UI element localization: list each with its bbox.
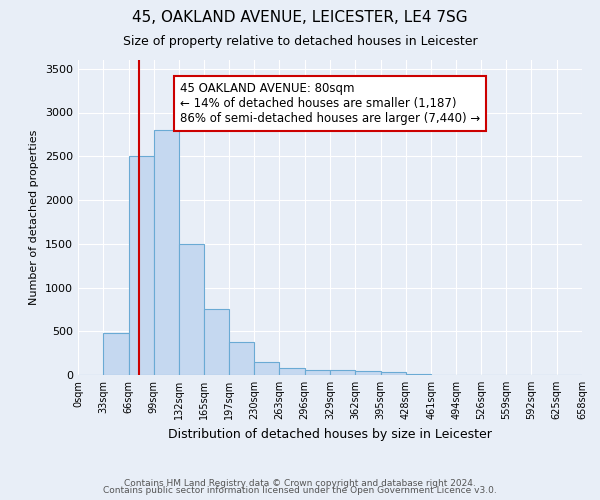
Text: Contains HM Land Registry data © Crown copyright and database right 2024.: Contains HM Land Registry data © Crown c…: [124, 478, 476, 488]
Bar: [330, 370, 355, 375]
Bar: [154, 130, 179, 375]
X-axis label: Distribution of detached houses by size in Leicester: Distribution of detached houses by size …: [168, 428, 492, 440]
Y-axis label: Number of detached properties: Number of detached properties: [29, 130, 40, 305]
Bar: [280, 368, 305, 375]
Bar: [103, 333, 128, 375]
Text: 45, OAKLAND AVENUE, LEICESTER, LE4 7SG: 45, OAKLAND AVENUE, LEICESTER, LE4 7SG: [132, 10, 468, 25]
Bar: [229, 342, 254, 375]
Bar: [406, 374, 431, 375]
Bar: [305, 370, 330, 375]
Bar: [128, 156, 154, 375]
Text: 45 OAKLAND AVENUE: 80sqm
← 14% of detached houses are smaller (1,187)
86% of sem: 45 OAKLAND AVENUE: 80sqm ← 14% of detach…: [180, 82, 480, 125]
Bar: [380, 372, 406, 375]
Text: Size of property relative to detached houses in Leicester: Size of property relative to detached ho…: [122, 35, 478, 48]
Bar: [254, 362, 280, 375]
Bar: [205, 310, 229, 375]
Bar: [179, 244, 205, 375]
Bar: [355, 370, 380, 375]
Text: Contains public sector information licensed under the Open Government Licence v3: Contains public sector information licen…: [103, 486, 497, 495]
